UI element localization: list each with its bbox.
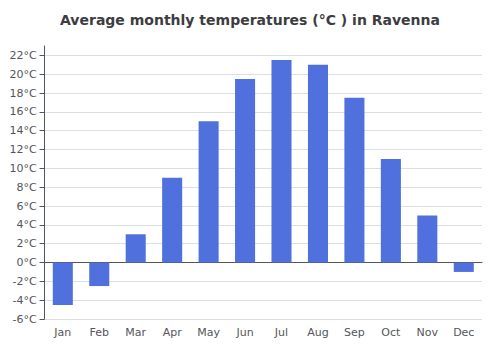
- svg-text:22°C: 22°C: [9, 49, 36, 62]
- svg-text:2°C: 2°C: [16, 237, 36, 250]
- svg-text:Nov: Nov: [417, 326, 439, 339]
- svg-text:8°C: 8°C: [16, 181, 36, 194]
- svg-text:12°C: 12°C: [9, 143, 36, 156]
- svg-text:Aug: Aug: [307, 326, 328, 339]
- svg-text:14°C: 14°C: [9, 124, 36, 137]
- svg-text:Average monthly temperatures (: Average monthly temperatures (°C ) in Ra…: [60, 12, 440, 28]
- svg-text:-2°C: -2°C: [12, 275, 36, 288]
- svg-text:Apr: Apr: [163, 326, 183, 339]
- svg-text:-4°C: -4°C: [12, 294, 36, 307]
- svg-text:18°C: 18°C: [9, 87, 36, 100]
- svg-text:4°C: 4°C: [16, 218, 36, 231]
- svg-text:Jun: Jun: [235, 326, 253, 339]
- svg-text:10°C: 10°C: [9, 162, 36, 175]
- svg-text:0°C: 0°C: [16, 256, 36, 269]
- svg-text:Sep: Sep: [344, 326, 365, 339]
- svg-text:Jul: Jul: [274, 326, 288, 339]
- svg-text:-6°C: -6°C: [12, 313, 36, 326]
- svg-text:Feb: Feb: [90, 326, 109, 339]
- svg-text:16°C: 16°C: [9, 105, 36, 118]
- svg-text:6°C: 6°C: [16, 200, 36, 213]
- svg-text:Jan: Jan: [53, 326, 71, 339]
- svg-text:Mar: Mar: [125, 326, 146, 339]
- svg-text:Oct: Oct: [381, 326, 401, 339]
- svg-text:20°C: 20°C: [9, 68, 36, 81]
- svg-text:May: May: [197, 326, 220, 339]
- svg-text:Dec: Dec: [453, 326, 474, 339]
